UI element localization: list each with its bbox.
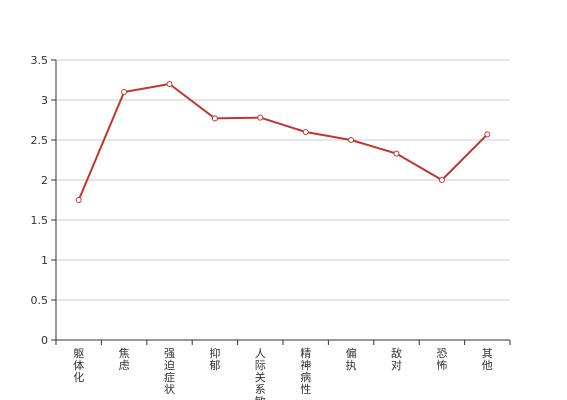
x-category-label: 恐怖 (436, 347, 447, 372)
x-category-label: 精神病性 (300, 347, 311, 396)
x-category-label: 焦虑 (119, 347, 130, 372)
y-tick-label: 3 (41, 94, 48, 107)
data-point[interactable] (348, 137, 355, 143)
y-axis: 0 0.5 1 1.5 2 2.5 3 3.5 (31, 54, 57, 347)
x-category-label: 敌对 (391, 346, 402, 372)
x-category-label: 人际关系敏感 (255, 347, 266, 400)
y-tick-label: 1 (41, 254, 48, 267)
data-point[interactable] (257, 114, 264, 121)
x-category-label: 其他 (482, 347, 493, 372)
data-point[interactable] (75, 197, 82, 203)
y-tick-label: 2.5 (31, 134, 49, 147)
data-point[interactable] (302, 129, 309, 135)
x-category-label: 强迫症状 (164, 347, 175, 396)
series-layer (75, 81, 491, 203)
data-point[interactable] (211, 115, 218, 122)
y-tick-label: 0 (41, 334, 48, 347)
x-category-label: 躯体化 (73, 347, 84, 384)
y-tick-label: 1.5 (31, 214, 49, 227)
data-point[interactable] (393, 150, 400, 157)
x-category-label: 抑郁 (209, 346, 220, 372)
y-tick-label: 2 (41, 174, 48, 187)
data-point[interactable] (484, 131, 491, 138)
data-point[interactable] (166, 81, 173, 87)
data-point[interactable] (438, 177, 445, 183)
y-tick-label: 3.5 (31, 54, 49, 67)
y-tick-label: 0.5 (31, 294, 49, 307)
x-axis: 躯体化 焦虑 强迫症状 抑郁 人际关系敏感 精神病性 偏执 敌对 恐怖 其他 (55, 339, 511, 400)
data-point[interactable] (121, 89, 128, 95)
x-category-label: 偏执 (346, 346, 357, 372)
grid-lines (56, 59, 510, 301)
series-line (77, 83, 489, 201)
